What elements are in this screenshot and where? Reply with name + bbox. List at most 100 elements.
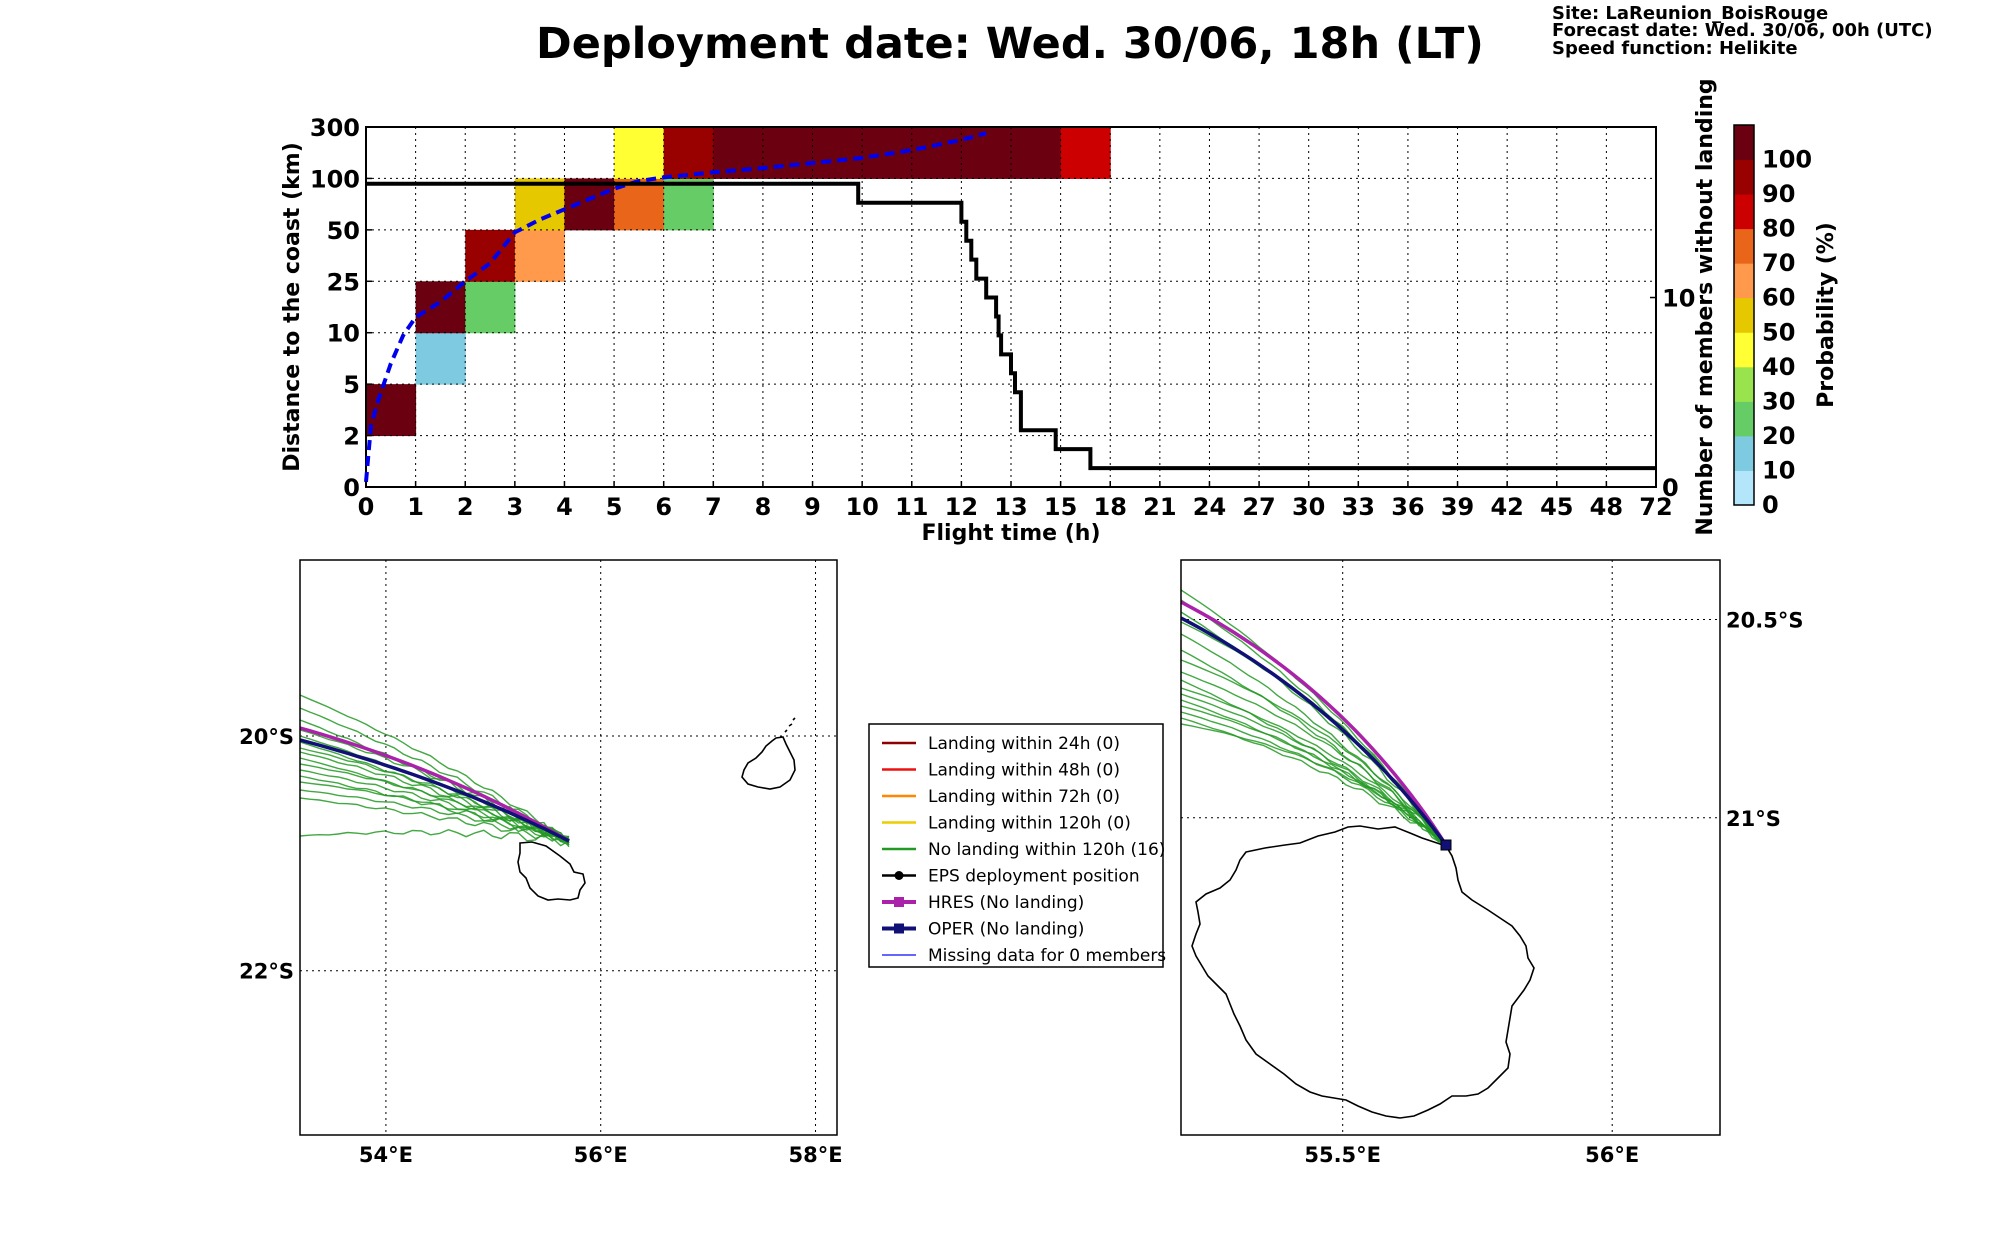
colorbar-segment (1734, 297, 1754, 333)
y-right-tick-labels: 0 10 (1650, 285, 1695, 502)
colorbar-segment (1734, 401, 1754, 437)
legend-item: HRES (No landing) (882, 893, 1084, 913)
legend-item: EPS deployment position (882, 867, 1140, 887)
x-tick-label: 36 (1391, 493, 1424, 521)
map-zoom-frame (1180, 559, 1721, 1136)
colorbar-segment (1734, 332, 1754, 368)
map-wide: 54°E 56°E 58°E 20°S 22°S (239, 559, 843, 1167)
y-tick-label: 0 (343, 474, 360, 502)
legend-label: Landing within 48h (0) (928, 761, 1120, 781)
x-tick-label: 13 (994, 493, 1027, 521)
legend-label: Landing within 72h (0) (928, 787, 1120, 807)
ensemble-track (1180, 659, 1447, 844)
mean-distance-line (364, 131, 987, 483)
colorbar-tick-label: 90 (1762, 180, 1795, 208)
islets-coastline (784, 717, 796, 733)
legend-item: Landing within 72h (0) (882, 787, 1120, 807)
x-tick-label: 4 (556, 493, 573, 521)
legend-marker (894, 871, 904, 880)
map-zoom-coastlines (1191, 825, 1535, 1119)
y-right-tick-label: 10 (1662, 285, 1695, 313)
ensemble-track (1180, 693, 1447, 849)
colorbar-segment (1734, 194, 1754, 230)
colorbar-tick-label: 10 (1762, 456, 1795, 484)
latitude-label: 20.5°S (1726, 608, 1803, 632)
ensemble-track (299, 769, 570, 841)
colorbar-segment (1734, 159, 1754, 195)
y-tick-label: 5 (343, 371, 360, 399)
legend-marker (894, 923, 904, 934)
x-tick-label: 9 (804, 493, 821, 521)
x-tick-label: 33 (1342, 493, 1375, 521)
legend-item: No landing within 120h (16) (882, 840, 1165, 860)
y-tick-label: 300 (310, 114, 360, 142)
heatmap-cell (762, 127, 814, 179)
ensemble-track (1180, 671, 1447, 844)
heatmap-cells (366, 127, 1111, 437)
heatmap-cell (663, 178, 714, 231)
colorbar-segment (1734, 263, 1754, 299)
colorbar-tick-label: 50 (1762, 318, 1795, 346)
x-tick-label: 48 (1590, 493, 1623, 521)
map-wide-frame (299, 559, 838, 1136)
longitude-label: 54°E (359, 1143, 413, 1167)
figure-title: Deployment date: Wed. 30/06, 18h (LT) (536, 19, 1484, 69)
ensemble-track (299, 789, 570, 846)
legend-label: Missing data for 0 members (928, 946, 1166, 966)
y-tick-label: 50 (327, 217, 360, 245)
forecast-date-label: Forecast date: Wed. 30/06, 00h (UTC) (1552, 20, 1933, 41)
map-zoom: 55.5°E 56°E 20.5°S 21°S (1180, 559, 1803, 1167)
colorbar-tick-label: 70 (1762, 249, 1795, 277)
colorbar: 0 10 20 30 40 50 60 70 80 90 100 Probability (%) (1733, 124, 1839, 519)
ensemble-track (299, 797, 570, 846)
map-wide-coastlines (517, 717, 796, 901)
longitude-label: 56°E (1585, 1143, 1639, 1167)
y-tick-label: 10 (327, 320, 360, 348)
latitude-label: 22°S (239, 960, 294, 984)
x-axis-label: Flight time (h) (921, 521, 1100, 546)
x-tick-label: 10 (845, 493, 878, 521)
x-tick-label: 12 (945, 493, 978, 521)
legend: Landing within 24h (0) Landing within 48h… (868, 723, 1166, 968)
colorbar-segment (1734, 435, 1754, 471)
y-right-axis-label: Number of members without landing (1693, 78, 1718, 535)
map-wide-labels: 54°E 56°E 58°E 20°S 22°S (239, 725, 842, 1167)
x-tick-label: 0 (358, 493, 375, 521)
heatmap-cell (812, 127, 863, 179)
legend-item: OPER (No landing) (882, 920, 1084, 940)
x-tick-label: 11 (895, 493, 928, 521)
legend-label: No landing within 120h (16) (928, 840, 1165, 860)
legend-label: Landing within 120h (0) (928, 814, 1131, 834)
colorbar-tick-labels: 0 10 20 30 40 50 60 70 80 90 100 (1762, 146, 1812, 519)
colorbar-tick-label: 20 (1762, 422, 1795, 450)
x-tick-label: 24 (1193, 493, 1226, 521)
ensemble-track (299, 828, 570, 847)
la-reunion-coastline (1191, 825, 1535, 1119)
deployment-marker (1440, 839, 1452, 851)
x-tick-label: 1 (407, 493, 424, 521)
colorbar-segment (1734, 366, 1754, 402)
legend-marker (894, 897, 904, 907)
x-tick-label: 5 (606, 493, 623, 521)
y-tick-label: 100 (310, 165, 360, 193)
colorbar-tick-label: 100 (1762, 146, 1812, 174)
heatmap-cell (1011, 127, 1062, 179)
x-tick-label: 3 (506, 493, 523, 521)
ensemble-track (299, 729, 570, 843)
heatmap-cell (663, 127, 714, 179)
members-without-landing-line (366, 181, 1656, 471)
ensemble-track (1180, 687, 1447, 847)
colorbar-tick-label: 0 (1762, 491, 1779, 519)
hres-track (299, 726, 570, 843)
longitude-label: 58°E (788, 1143, 842, 1167)
heatmap-cell (911, 127, 962, 179)
hres-track (1180, 600, 1448, 846)
heatmap-cell (465, 281, 516, 334)
oper-track (299, 738, 570, 843)
site-label: Site: LaReunion_BoisRouge (1552, 3, 1828, 24)
heatmap-cell (514, 178, 565, 231)
legend-label: Landing within 24h (0) (928, 734, 1120, 754)
colorbar-frame (1733, 124, 1755, 506)
colorbar-tick-label: 40 (1762, 353, 1795, 381)
heatmap-lines (364, 131, 1656, 483)
